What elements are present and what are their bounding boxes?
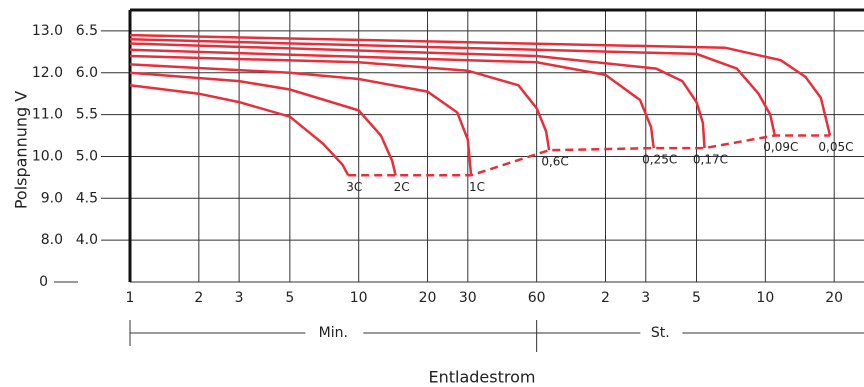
discharge-curve [129,48,655,149]
x-tick-label: 3 [235,290,244,306]
time-unit-label: St. [651,325,670,341]
y2-tick-label: 5.5 [76,107,98,123]
discharge-curve [129,63,473,176]
y2-tick-label: 6.5 [76,23,98,39]
x-tick-label: 5 [285,290,294,306]
curve-label: 2C [394,180,410,194]
curve-label: 0,25C [642,153,677,167]
curve-label: 3C [346,180,362,194]
curve-label: 1C [469,180,485,194]
y-tick-label: 10.0 [32,148,63,164]
x-tick-label: 1 [126,290,135,306]
discharge-curve [129,71,397,176]
y2-tick-label: 4.0 [76,232,98,248]
y2-tick-label: 5.0 [76,148,98,164]
y2-tick-label: 6.0 [76,65,98,81]
x-tick-label: 20 [825,290,843,306]
y-tick-label: 8.0 [41,232,63,248]
discharge-curve [129,33,832,136]
y2-tick-label: 4.5 [76,190,98,206]
discharge-curve [129,42,706,149]
y-axis-label: Polspannung V [12,91,31,209]
discharge-curve [129,38,777,136]
x-tick-label: 5 [692,290,701,306]
curve-label: 0,17C [693,153,728,167]
x-tick-label: 30 [459,290,477,306]
time-unit-label: Min. [319,325,348,341]
y-tick-label: 13.0 [32,23,63,39]
x-tick-label: 2 [194,290,203,306]
x-axis-label: Entladestrom [429,368,536,387]
x-tick-label: 20 [419,290,437,306]
curve-label: 0,05C [818,140,853,154]
curve-label: 0,6C [541,155,568,169]
discharge-curve [129,84,350,176]
y-tick-label: 9.0 [41,190,63,206]
y-tick-label: 12.0 [32,65,63,81]
end-voltage-line [348,134,830,177]
y-tick-label: 0 [39,274,48,290]
x-tick-label: 10 [350,290,368,306]
x-tick-label: 60 [528,290,546,306]
x-tick-label: 2 [601,290,610,306]
discharge-curve [129,54,551,151]
x-tick-label: 10 [756,290,774,306]
x-tick-label: 3 [641,290,650,306]
curve-label: 0,09C [763,140,798,154]
y-tick-label: 11.0 [32,107,63,123]
